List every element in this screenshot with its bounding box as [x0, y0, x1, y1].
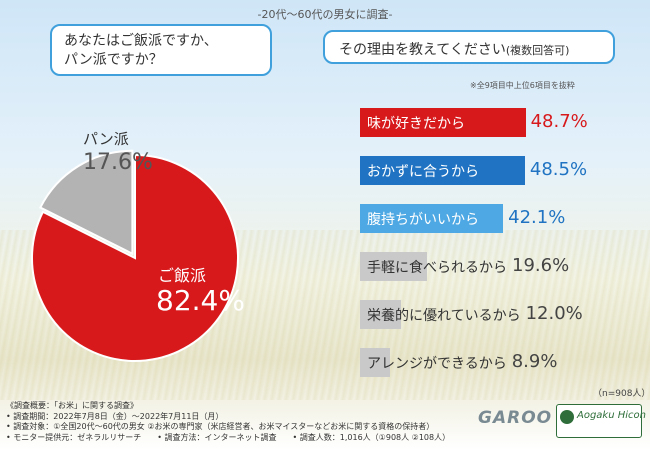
bar-label: 手軽に食べられるから	[367, 260, 507, 276]
bar-fill	[360, 108, 526, 137]
garoo-logo: GAROO	[478, 408, 553, 428]
aogaku-emblem-icon	[560, 410, 574, 424]
bar-row: 手軽に食べられるから 19.6%	[360, 252, 650, 281]
footer-line: • 調査期間：2022年7月8日（金）～2022年7月11日（月）	[6, 411, 224, 421]
bar-fill	[360, 204, 504, 233]
question2-sub: (複数回答可)	[505, 44, 570, 57]
bar-label: 栄養的に優れているから	[367, 308, 521, 324]
bar-row: アレンジができるから 8.9%	[360, 348, 650, 377]
bar-value: 42.1%	[508, 207, 566, 228]
pie-value-bread: 17.6%	[83, 150, 153, 175]
bar-row: おかずに合うから 48.5%	[360, 156, 650, 185]
bar-label: アレンジができるから	[367, 356, 507, 372]
bar-fill	[360, 348, 391, 377]
aogaku-logo-text: Aogaku Hicon	[577, 410, 646, 421]
pie-slice-rice	[31, 153, 239, 362]
pie-value-rice: 82.4%	[156, 284, 245, 317]
bar-label: 腹持ちがいいから	[367, 212, 479, 228]
question2-box: その理由を教えてください(複数回答可)	[323, 30, 615, 64]
question1-box: あなたはご飯派ですか、 パン派ですか？	[50, 24, 272, 76]
bar-value: 19.6%	[512, 255, 570, 276]
bar-label: 味が好きだから	[367, 116, 465, 132]
sample-size-note: （n=908人）	[593, 389, 650, 399]
bar-value: 8.9%	[511, 351, 558, 372]
bar-value: 48.5%	[529, 159, 588, 180]
survey-footer: 《調査概要：「お米」に関する調査》 • 調査期間：2022年7月8日（金）～20…	[6, 401, 450, 443]
question2-main: その理由を教えてください	[339, 42, 506, 58]
question1-line1: あなたはご飯派ですか、	[64, 33, 218, 49]
footer-line: 《調査概要：「お米」に関する調査》	[6, 401, 138, 410]
pie-slice-bread	[38, 149, 134, 256]
note-top: ※全9項目中上位6項目を抜粋	[470, 81, 575, 90]
bar-fill	[360, 300, 401, 329]
bar-fill	[360, 252, 427, 281]
footer-line: • 調査対象：①全国20代～60代の男女 ②お米の専門家（米店経営者、お米マイス…	[6, 422, 435, 431]
pie-label-bread: パン派	[83, 130, 129, 148]
footer-line: • モニター提供元：ゼネラルリサーチ • 調査方法：インターネット調査 • 調査…	[6, 432, 451, 442]
bar-value: 12.0%	[525, 303, 583, 324]
bar-row: 味が好きだから 48.7%	[360, 108, 650, 137]
bar-row: 栄養的に優れているから 12.0%	[360, 300, 650, 329]
aogaku-logo: Aogaku Hicon	[556, 404, 646, 438]
bar-row: 腹持ちがいいから 42.1%	[360, 204, 650, 233]
bar-label: おかずに合うから	[367, 164, 479, 180]
question1-line2: パン派ですか？	[64, 52, 163, 68]
bar-value: 48.7%	[530, 111, 588, 132]
survey-label: -20代～60代の男女に調査-	[257, 8, 393, 21]
pie-label-rice: ご飯派	[158, 266, 207, 285]
bar-fill	[360, 156, 525, 185]
